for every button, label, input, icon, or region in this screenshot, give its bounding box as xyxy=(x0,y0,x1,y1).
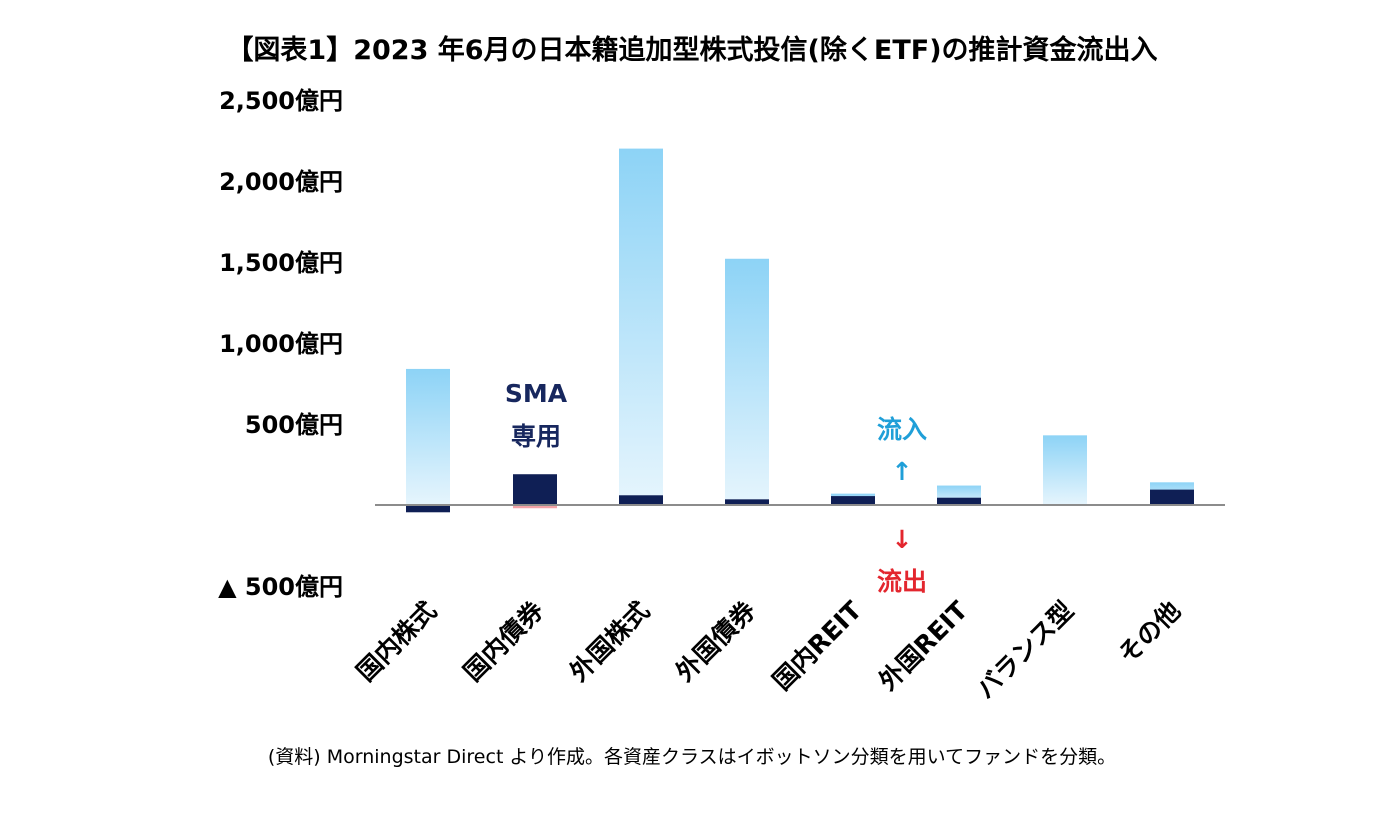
x-tick-label: 国内REIT xyxy=(767,596,867,696)
bar-main xyxy=(619,148,663,505)
y-axis-ticks: 2,500億円 2,000億円 1,500億円 1,000億円 500億円 ▲ 500億円 xyxy=(218,87,343,601)
sma-label-line2: 専用 xyxy=(511,422,561,451)
x-tick-label: 国内株式 xyxy=(351,596,442,687)
down-arrow-icon: ↓ xyxy=(892,525,913,554)
bar-main xyxy=(513,505,557,509)
y-tick-label: 2,500億円 xyxy=(219,87,343,115)
outflow-label: 流出 xyxy=(877,567,927,596)
x-tick-label: 外国債券 xyxy=(670,595,762,687)
y-tick-label: ▲ 500億円 xyxy=(218,573,343,601)
bar-sma xyxy=(619,495,663,505)
sma-series-bars xyxy=(406,474,1194,513)
bar-sma xyxy=(831,496,875,505)
up-arrow-icon: ↑ xyxy=(892,457,913,486)
bar-sma xyxy=(513,474,557,505)
bar-sma xyxy=(1150,489,1194,505)
bar-sma xyxy=(725,499,769,505)
x-tick-label: バランス型 xyxy=(971,596,1080,705)
chart-title: 【図表1】2023 年6月の日本籍追加型株式投信(除くETF)の推計資金流出入 xyxy=(226,35,1158,66)
sma-label-line1: SMA xyxy=(505,379,568,408)
main-series-bars xyxy=(406,148,1194,509)
x-tick-label: 外国株式 xyxy=(564,596,655,687)
x-tick-label: 外国REIT xyxy=(873,596,973,696)
y-tick-label: 1,000億円 xyxy=(219,330,343,358)
x-tick-label: その他 xyxy=(1113,596,1187,670)
bar-sma xyxy=(406,505,450,513)
y-tick-label: 2,000億円 xyxy=(219,168,343,196)
y-tick-label: 1,500億円 xyxy=(219,249,343,277)
bar-main xyxy=(406,368,450,505)
bar-main xyxy=(725,258,769,505)
source-note: (資料) Morningstar Direct より作成。各資産クラスはイボット… xyxy=(267,746,1117,768)
x-tick-label: 国内債券 xyxy=(458,595,550,687)
inflow-label: 流入 xyxy=(877,415,927,444)
y-tick-label: 500億円 xyxy=(245,411,343,439)
bar-sma xyxy=(937,497,981,505)
bar-main xyxy=(1043,435,1087,505)
